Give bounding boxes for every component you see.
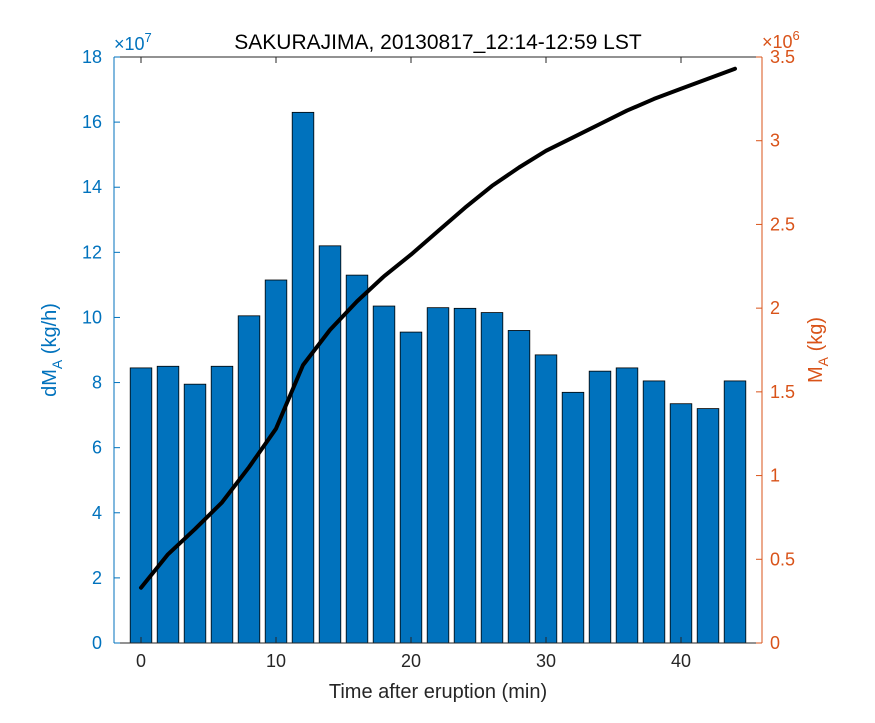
bar: [696, 408, 720, 644]
bar: [372, 305, 396, 644]
bar: [588, 370, 612, 644]
y-left-tick-label: 8: [92, 373, 102, 393]
right-exponent-base: ×10: [762, 32, 793, 52]
y-left-label-sub: A: [49, 359, 65, 369]
y-left-tick-label: 10: [82, 307, 102, 327]
y-right-label-main: M: [805, 366, 827, 383]
y-left-tick-label: 14: [82, 177, 102, 197]
y-right-tick-label: 2.5: [770, 214, 795, 234]
bar: [399, 331, 423, 644]
x-axis-label: Time after eruption (min): [329, 681, 547, 703]
bar: [723, 380, 747, 644]
y-axis-right-label: MA (kg): [805, 317, 831, 383]
bar: [615, 367, 639, 644]
y-left-tick-label: 18: [82, 47, 102, 67]
y-right-tick-label: 3: [770, 131, 780, 151]
chart-title: SAKURAJIMA, 20130817_12:14-12:59 LST: [234, 31, 642, 54]
left-exponent-power: 7: [145, 30, 152, 45]
bar: [156, 365, 180, 644]
y-left-tick-label: 2: [92, 568, 102, 588]
x-tick-label: 0: [136, 651, 146, 671]
x-tick-label: 40: [671, 651, 691, 671]
x-tick-label: 10: [266, 651, 286, 671]
bar: [642, 380, 666, 644]
bar: [426, 307, 450, 644]
x-tick-label: 20: [401, 651, 421, 671]
bar: [669, 403, 693, 644]
bar: [453, 307, 477, 644]
y-left-label-main: dM: [39, 369, 61, 397]
ticks-layer: 0 10 20 30 40 0 2 4 6 8 10 12 14 16 18 0 0.5 1 1.5 2 2.5 3 3.5: [82, 47, 795, 671]
right-exponent-power: 6: [793, 28, 800, 43]
bar: [561, 391, 585, 644]
y-left-tick-label: 16: [82, 112, 102, 132]
line-layer: [139, 66, 737, 590]
right-exponent: ×106: [762, 28, 800, 52]
bar: [507, 330, 531, 644]
y-right-tick-label: 1: [770, 466, 780, 486]
y-right-tick-label: 0: [770, 633, 780, 653]
series-line: [139, 66, 737, 590]
bar: [264, 279, 288, 644]
x-tick-label: 30: [536, 651, 556, 671]
bar: [345, 274, 369, 644]
bar: [291, 111, 315, 644]
y-right-tick-label: 3.5: [770, 47, 795, 67]
axes-layer: [113, 56, 763, 644]
y-axis-left-label: dMA (kg/h): [39, 303, 65, 397]
bar: [183, 383, 207, 644]
left-exponent: ×107: [114, 30, 152, 54]
y-right-tick-label: 0.5: [770, 549, 795, 569]
y-left-tick-label: 12: [82, 242, 102, 262]
bar: [534, 354, 558, 644]
y-left-label-unit: (kg/h): [39, 303, 61, 360]
bar: [129, 367, 153, 644]
bar: [480, 312, 504, 644]
bars-layer: [129, 111, 747, 644]
y-right-label-sub: A: [815, 356, 831, 366]
y-right-tick-label: 2: [770, 298, 780, 318]
y-left-tick-label: 0: [92, 633, 102, 653]
y-left-tick-label: 4: [92, 503, 102, 523]
y-right-label-unit: (kg): [805, 317, 827, 357]
left-exponent-base: ×10: [114, 34, 145, 54]
y-left-tick-label: 6: [92, 438, 102, 458]
bar: [318, 245, 342, 644]
y-right-tick-label: 1.5: [770, 382, 795, 402]
